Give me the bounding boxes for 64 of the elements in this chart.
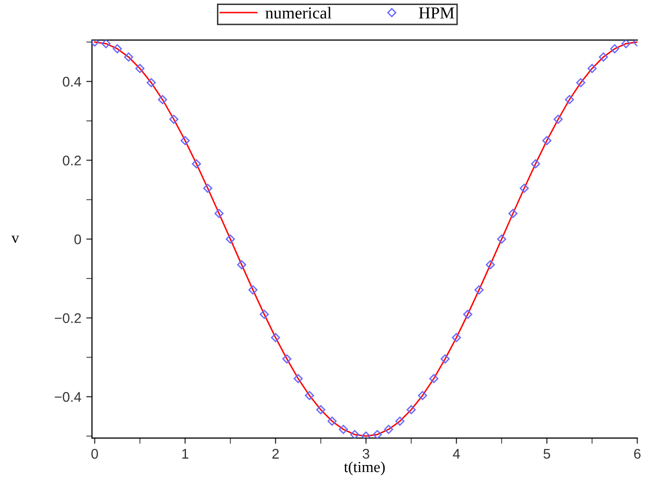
point (214, 208, 224, 218)
x-tick-label: 5 (544, 449, 550, 459)
point (542, 136, 552, 146)
point (554, 114, 563, 124)
legend-label: HPM (418, 8, 454, 18)
x-tick-label: 1 (182, 449, 188, 459)
point (338, 424, 348, 434)
point (406, 405, 416, 414)
point (350, 430, 360, 438)
point (395, 416, 404, 426)
point (621, 40, 631, 48)
x-tick-label: 2 (272, 448, 279, 459)
x-tick-label: 0 (91, 448, 98, 459)
point (564, 95, 574, 104)
point (169, 114, 178, 124)
point (418, 390, 428, 400)
point (158, 95, 168, 104)
y-axis-title: v (11, 236, 20, 243)
point (588, 64, 597, 74)
point (429, 374, 438, 384)
point (260, 310, 269, 319)
point (112, 44, 122, 54)
point (497, 234, 506, 244)
y-tick-label: −0.2 (54, 313, 81, 324)
point (316, 405, 326, 414)
x-tick-label: 4 (452, 449, 460, 459)
point (135, 64, 144, 74)
point (384, 424, 394, 434)
point (463, 310, 472, 319)
point (486, 260, 495, 270)
point (237, 260, 246, 270)
y-tick-label: 0 (74, 234, 82, 244)
point (192, 159, 201, 168)
point (124, 52, 134, 62)
point (576, 78, 586, 88)
y-tick-label: −0.4 (54, 392, 82, 402)
point (474, 285, 484, 294)
point (440, 354, 450, 364)
point (304, 390, 314, 400)
point (226, 234, 235, 244)
x-axis-title: t(time) (344, 461, 385, 476)
point (328, 416, 337, 426)
legend-label: numerical (266, 6, 332, 19)
point (531, 159, 540, 168)
point (598, 52, 608, 62)
y-tick-label: 0.2 (62, 156, 81, 166)
point (372, 430, 382, 438)
point (610, 44, 620, 54)
point (294, 374, 303, 384)
point (361, 432, 371, 438)
point (520, 184, 529, 193)
point (248, 285, 258, 294)
point (146, 78, 156, 88)
point (180, 136, 190, 146)
point (101, 40, 111, 48)
x-tick-label: 6 (634, 448, 641, 459)
point (508, 208, 518, 218)
point (282, 354, 292, 364)
y-tick-label: 0.4 (62, 76, 82, 87)
point (203, 184, 212, 193)
x-tick-label: 3 (362, 448, 370, 459)
point (452, 333, 461, 342)
point (271, 333, 280, 342)
point (92, 40, 100, 47)
